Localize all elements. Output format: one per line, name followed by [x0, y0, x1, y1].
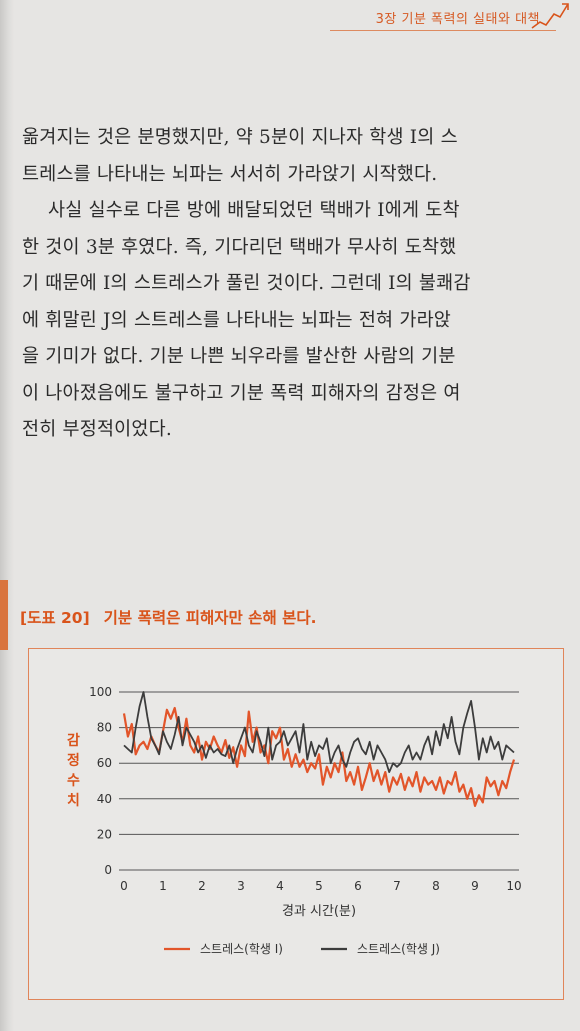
legend-label: 스트레스(학생 J) — [357, 942, 440, 956]
series-lines — [122, 691, 516, 807]
body-line: 전히 부정적이었다. — [22, 419, 172, 440]
x-tick-label: 4 — [276, 879, 284, 893]
body-line: 에 휘말린 J의 스트레스를 나타내는 뇌파는 전혀 가라앉 — [22, 309, 452, 331]
line-chart: 0 20 40 60 80 100 0 1 2 3 4 5 6 7 8 9 10 경과 시간(분) 감 정 수 치 스… — [67, 685, 522, 956]
body-line: 이 나아졌음에도 불구하고 기분 폭력 피해자의 감정은 여 — [22, 382, 461, 404]
body-line: 옮겨지는 것은 분명했지만, 약 5분이 지나자 학생 I의 스 — [22, 127, 458, 148]
x-axis-title: 경과 시간(분) — [282, 904, 356, 919]
edge-tab-mark — [0, 580, 8, 650]
y-tick-label: 100 — [89, 685, 112, 699]
body-line: 기 때문에 I의 스트레스가 풀린 것이다. 그런데 I의 불쾌감 — [22, 273, 471, 294]
x-tick-label: 8 — [432, 879, 440, 893]
chart-frame: 0 20 40 60 80 100 0 1 2 3 4 5 6 7 8 9 10 경과 시간(분) 감 정 수 치 스… — [28, 648, 564, 1000]
zigzag-arrow-icon — [531, 3, 569, 29]
legend: 스트레스(학생 I) 스트레스(학생 J) — [164, 942, 440, 956]
x-tick-label: 3 — [237, 879, 245, 893]
figure-title: 기분 폭력은 피해자만 손해 본다. — [103, 609, 317, 627]
body-line: 사실 실수로 다른 방에 배달되었던 택배가 I에게 도착 — [48, 200, 460, 221]
x-tick-label: 1 — [159, 879, 167, 893]
body-line: 한 것이 3분 후였다. 즉, 기다리던 택배가 무사히 도착했 — [22, 236, 457, 258]
series-line-student-j — [123, 691, 515, 773]
body-line: 트레스를 나타내는 뇌파는 서서히 가라앉기 시작했다. — [22, 163, 438, 185]
y-tick-label: 20 — [97, 827, 112, 841]
axis-titles: 경과 시간(분) 감 정 수 치 — [67, 732, 356, 919]
x-tick-label: 10 — [506, 879, 521, 893]
y-tick-labels: 0 20 40 60 80 100 — [89, 685, 112, 877]
figure-number: [도표 20] — [20, 609, 90, 627]
series-line-student-i — [122, 706, 516, 807]
x-tick-label: 9 — [471, 879, 479, 893]
y-tick-label: 60 — [97, 756, 112, 770]
running-header: 3장 기분 폭력의 실태와 대책 — [375, 12, 540, 27]
x-tick-label: 0 — [120, 879, 128, 893]
y-tick-label: 0 — [104, 863, 112, 877]
x-tick-labels: 0 1 2 3 4 5 6 7 8 9 10 — [120, 879, 521, 893]
figure-caption: [도표 20] 기분 폭력은 피해자만 손해 본다. — [20, 606, 317, 628]
x-tick-label: 2 — [198, 879, 206, 893]
y-tick-label: 80 — [97, 721, 112, 735]
body-line: 을 기미가 없다. 기분 나쁜 뇌우라를 발산한 사람의 기분 — [22, 346, 456, 367]
book-spine-shadow — [0, 0, 14, 1031]
body-text: 옮겨지는 것은 분명했지만, 약 5분이 지나자 학생 I의 스 트레스를 나타… — [22, 120, 562, 449]
header-rule — [330, 30, 556, 31]
x-tick-label: 6 — [354, 879, 362, 893]
x-tick-label: 5 — [315, 879, 323, 893]
legend-label: 스트레스(학생 I) — [200, 942, 283, 956]
y-tick-label: 40 — [97, 792, 112, 806]
x-tick-label: 7 — [393, 879, 401, 893]
